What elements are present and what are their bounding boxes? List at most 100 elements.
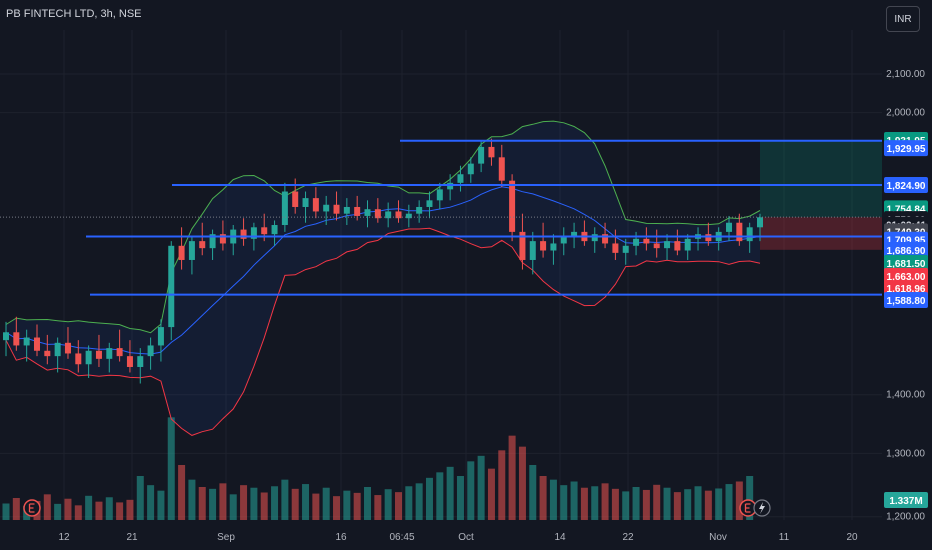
currency-button[interactable]: INR bbox=[886, 6, 920, 32]
volume-badge-label: 1.337M bbox=[889, 496, 922, 507]
candle bbox=[736, 213, 743, 246]
volume-bar bbox=[477, 455, 485, 520]
volume-bar bbox=[54, 503, 62, 520]
position-target-zone[interactable] bbox=[760, 139, 882, 218]
volume-bar bbox=[260, 492, 268, 520]
time-axis[interactable]: 12 21 Sep 16 06:45 Oct 14 22 Nov 11 20 bbox=[58, 532, 858, 543]
volume-bar bbox=[157, 490, 165, 520]
candle-body bbox=[560, 236, 567, 244]
candle bbox=[405, 204, 412, 228]
price-badge[interactable]: 1,681.50 bbox=[884, 254, 928, 271]
candle-body bbox=[571, 231, 578, 237]
candle bbox=[168, 241, 175, 341]
candle bbox=[416, 200, 423, 223]
volume-bar bbox=[291, 488, 299, 520]
flash-icon[interactable] bbox=[753, 499, 771, 517]
candle bbox=[540, 222, 547, 258]
position-tool[interactable] bbox=[760, 139, 882, 250]
candle-body bbox=[157, 327, 164, 346]
candle-body bbox=[219, 234, 226, 244]
candle-body bbox=[374, 209, 381, 219]
candle bbox=[467, 157, 474, 183]
position-stop-zone[interactable] bbox=[760, 217, 882, 250]
candle-body bbox=[106, 348, 113, 359]
time-tick-label: 14 bbox=[554, 532, 566, 543]
volume-bar bbox=[611, 488, 619, 520]
time-tick-label: Sep bbox=[217, 532, 235, 543]
time-tick-label: 06:45 bbox=[389, 532, 414, 543]
candle bbox=[147, 337, 154, 370]
volume-bar bbox=[467, 461, 475, 520]
volume-bar bbox=[198, 487, 206, 520]
candle-body bbox=[85, 350, 92, 365]
candle-body bbox=[3, 332, 9, 341]
candle bbox=[106, 342, 113, 373]
volume-bar bbox=[178, 465, 186, 520]
candle bbox=[188, 236, 195, 275]
price-tick-label: 2,100.00 bbox=[886, 69, 925, 80]
candle bbox=[23, 329, 30, 362]
candle bbox=[426, 191, 433, 219]
volume-bar bbox=[271, 486, 279, 520]
earnings-icon-glyph bbox=[28, 503, 35, 513]
candle-body bbox=[178, 245, 185, 260]
candle-body bbox=[292, 191, 299, 207]
candle-body bbox=[343, 206, 350, 214]
candle bbox=[560, 227, 567, 256]
candle-body bbox=[281, 191, 288, 226]
volume-bar bbox=[684, 489, 692, 520]
candle-body bbox=[354, 206, 361, 216]
price-badge-label: 1,929.95 bbox=[887, 144, 926, 155]
bollinger-bands bbox=[5, 120, 761, 436]
time-tick-label: 12 bbox=[58, 532, 70, 543]
candle bbox=[622, 238, 629, 265]
volume-bar bbox=[415, 483, 423, 520]
candle bbox=[219, 220, 226, 251]
price-badge-label: 1,663.00 bbox=[887, 272, 926, 283]
volume-bar bbox=[240, 485, 248, 520]
candle bbox=[199, 222, 206, 256]
volume-bar bbox=[591, 486, 599, 520]
volume-bar bbox=[126, 499, 134, 520]
price-badge[interactable]: 1,588.80 bbox=[884, 292, 928, 309]
volume-bar bbox=[746, 476, 754, 520]
price-badge-bg bbox=[884, 177, 928, 194]
price-axis[interactable]: 1,200.00 1,300.00 1,400.00 2,000.00 2,100.00… bbox=[884, 69, 928, 523]
volume-bar bbox=[147, 485, 155, 520]
price-badge[interactable]: 1,663.00 bbox=[884, 267, 928, 284]
volume-bar bbox=[632, 487, 640, 520]
candle-body bbox=[726, 222, 733, 232]
candle bbox=[612, 229, 619, 260]
event-markers[interactable] bbox=[23, 499, 771, 517]
volume-bar bbox=[74, 505, 82, 520]
candle bbox=[343, 198, 350, 226]
price-badge[interactable]: 1,686.90 bbox=[884, 242, 928, 259]
price-badge[interactable]: 1,824.90 bbox=[884, 177, 928, 194]
volume-bar bbox=[539, 476, 547, 520]
time-tick-label: 11 bbox=[779, 532, 790, 543]
volume-bar bbox=[425, 477, 433, 520]
time-tick-label: 16 bbox=[335, 532, 347, 543]
candle-body bbox=[488, 146, 495, 158]
candle bbox=[209, 229, 216, 260]
candle-body bbox=[612, 243, 619, 253]
volume-bar bbox=[508, 435, 516, 520]
candle bbox=[653, 229, 660, 258]
volume-bar bbox=[580, 487, 588, 520]
price-badge-bg bbox=[884, 267, 928, 284]
horizontal-levels[interactable] bbox=[0, 139, 882, 296]
candle-body bbox=[478, 146, 485, 164]
candle-body bbox=[602, 234, 609, 244]
volume-bar bbox=[353, 492, 361, 520]
price-badge-label: 1,588.80 bbox=[887, 296, 926, 307]
volume-bar bbox=[333, 496, 341, 520]
volume-bar bbox=[446, 466, 454, 520]
candle-body bbox=[540, 241, 547, 251]
volume-bar bbox=[704, 490, 712, 520]
price-badge[interactable]: 1,929.95 bbox=[884, 140, 928, 157]
candle-body bbox=[261, 227, 268, 235]
earnings-icon[interactable] bbox=[23, 499, 41, 517]
candle-body bbox=[240, 229, 247, 239]
price-badge-label: 1,681.50 bbox=[887, 259, 926, 270]
